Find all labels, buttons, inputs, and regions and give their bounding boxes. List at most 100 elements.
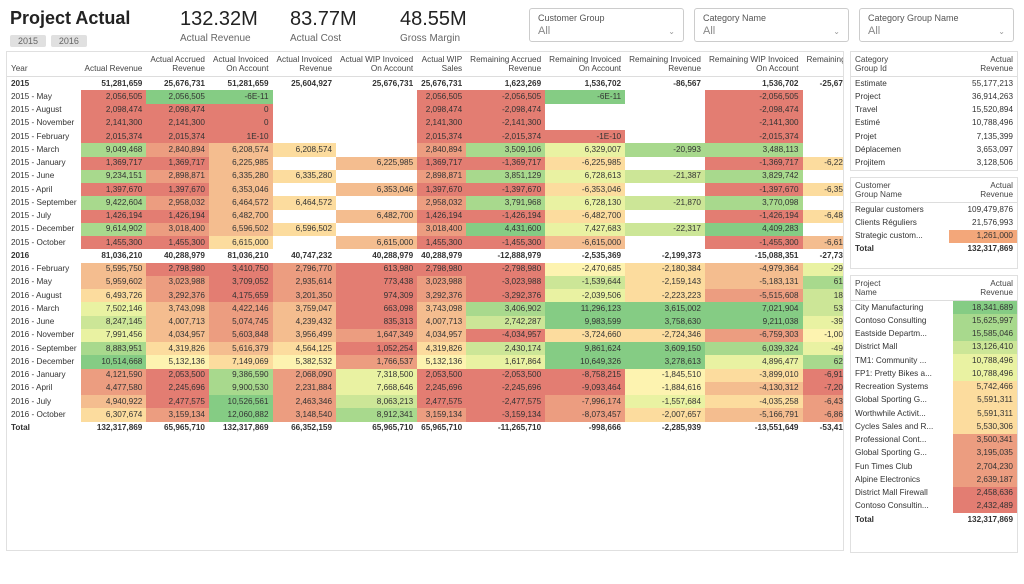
- matrix-col-header[interactable]: Remaining InvoicedOn Account: [545, 52, 625, 77]
- matrix-row[interactable]: 2015 - August2,098,4742,098,47402,098,47…: [7, 104, 844, 117]
- side-row[interactable]: Recreation Systems5,742,466: [851, 381, 1017, 394]
- side-col-header[interactable]: ActualRevenue: [934, 52, 1017, 77]
- side-row[interactable]: Fun Times Club2,704,230: [851, 460, 1017, 473]
- panel-project-name[interactable]: ProjectNameActualRevenueCity Manufacturi…: [850, 275, 1018, 553]
- matrix-visual[interactable]: YearActual RevenueActual AccruedRevenueA…: [6, 51, 844, 551]
- matrix-row[interactable]: 2015 - January1,369,7171,369,7176,225,98…: [7, 157, 844, 170]
- matrix-row[interactable]: 201551,281,65925,676,73151,281,65925,604…: [7, 77, 844, 91]
- side-row[interactable]: Global Sporting G...3,195,035: [851, 447, 1017, 460]
- slicer-category-group[interactable]: Category Group Name All⌄: [859, 8, 1014, 42]
- kpi-label: Actual Cost: [290, 33, 380, 44]
- pill-2015[interactable]: 2015: [10, 35, 46, 47]
- kpi-label: Gross Margin: [400, 33, 490, 44]
- matrix-col-header[interactable]: Actual Revenue: [81, 52, 147, 77]
- side-row[interactable]: Projitem3,128,506: [851, 157, 1017, 170]
- matrix-col-header[interactable]: Remaining InvoicedRevenue: [625, 52, 705, 77]
- slicer-title: Customer Group: [538, 13, 675, 23]
- side-row[interactable]: City Manufacturing18,341,689: [851, 301, 1017, 315]
- side-col-header[interactable]: CategoryGroup Id: [851, 52, 934, 77]
- matrix-col-header[interactable]: Actual WIP InvoicedOn Account: [336, 52, 417, 77]
- slicer-title: Category Name: [703, 13, 840, 23]
- matrix-table: YearActual RevenueActual AccruedRevenueA…: [7, 52, 844, 435]
- chevron-down-icon: ⌄: [998, 27, 1005, 36]
- matrix-row[interactable]: 2015 - February2,015,3742,015,3741E-102,…: [7, 130, 844, 143]
- matrix-row[interactable]: 2016 - October6,307,6743,159,13412,060,8…: [7, 408, 844, 421]
- side-row[interactable]: TM1: Community ...10,788,496: [851, 354, 1017, 367]
- matrix-col-header[interactable]: Remaining AccruedRevenue: [466, 52, 545, 77]
- side-row[interactable]: Strategic custom...1,261,000: [851, 230, 1017, 243]
- matrix-row[interactable]: 2015 - December9,614,9023,018,4006,596,5…: [7, 223, 844, 236]
- side-row[interactable]: District Mall13,126,410: [851, 341, 1017, 354]
- side-row[interactable]: District Mall Firewall2,458,636: [851, 487, 1017, 500]
- side-col-header[interactable]: ActualRevenue: [949, 178, 1017, 203]
- matrix-col-header[interactable]: Actual WIPSales: [417, 52, 466, 77]
- side-row[interactable]: Alpine Electronics2,639,187: [851, 473, 1017, 486]
- matrix-row[interactable]: Total132,317,86965,965,710132,317,86966,…: [7, 422, 844, 435]
- matrix-row[interactable]: 2015 - September9,422,6042,958,0326,464,…: [7, 196, 844, 209]
- slicer-category-name[interactable]: Category Name All⌄: [694, 8, 849, 42]
- matrix-row[interactable]: 2015 - May2,056,5052,056,505-6E-112,056,…: [7, 90, 844, 103]
- slicer-value: All⌄: [538, 25, 675, 37]
- pill-2016[interactable]: 2016: [51, 35, 87, 47]
- slicer-customer-group[interactable]: Customer Group All⌄: [529, 8, 684, 42]
- side-row[interactable]: Project36,914,263: [851, 90, 1017, 103]
- side-row[interactable]: Déplacemen3,653,097: [851, 143, 1017, 156]
- kpi-value: 132.32M: [180, 8, 270, 31]
- matrix-row[interactable]: 2015 - October1,455,3001,455,3006,615,00…: [7, 236, 844, 249]
- matrix-row[interactable]: 2016 - August6,493,7263,292,3764,175,659…: [7, 289, 844, 302]
- matrix-row[interactable]: 201681,036,21040,288,97981,036,21040,747…: [7, 249, 844, 262]
- matrix-row[interactable]: 2016 - July4,940,9222,477,57510,526,5612…: [7, 395, 844, 408]
- kpi-gross-margin: 48.55M Gross Margin: [400, 8, 490, 44]
- title-block: Project Actual 2015 2016: [10, 8, 160, 47]
- side-row[interactable]: Eastside Departm...15,585,046: [851, 328, 1017, 341]
- side-row[interactable]: Estimate55,177,213: [851, 77, 1017, 91]
- matrix-row[interactable]: 2016 - February5,595,7502,798,9803,410,7…: [7, 263, 844, 276]
- matrix-row[interactable]: 2015 - March9,049,4682,840,8946,208,5746…: [7, 143, 844, 156]
- side-row[interactable]: Clients Réguliers21,576,993: [851, 216, 1017, 229]
- matrix-row[interactable]: 2016 - March7,502,1463,743,0984,422,1463…: [7, 302, 844, 315]
- matrix-col-header[interactable]: Actual InvoicedOn Account: [209, 52, 273, 77]
- kpi-actual-revenue: 132.32M Actual Revenue: [180, 8, 270, 44]
- report-header: Project Actual 2015 2016 132.32M Actual …: [0, 0, 1024, 51]
- kpi-value: 48.55M: [400, 8, 490, 31]
- side-row[interactable]: Estimé10,788,496: [851, 117, 1017, 130]
- side-col-header[interactable]: ActualRevenue: [953, 276, 1017, 301]
- matrix-row[interactable]: 2016 - December10,514,6685,132,1367,149,…: [7, 355, 844, 368]
- matrix-row[interactable]: 2016 - January4,121,5902,053,5009,386,59…: [7, 369, 844, 382]
- chevron-down-icon: ⌄: [668, 27, 675, 36]
- side-row[interactable]: Regular customers109,479,876: [851, 203, 1017, 217]
- matrix-col-header[interactable]: Actual AccruedRevenue: [146, 52, 209, 77]
- matrix-row[interactable]: 2015 - June9,234,1512,898,8716,335,2806,…: [7, 170, 844, 183]
- matrix-col-header[interactable]: Year: [7, 52, 81, 77]
- matrix-col-header[interactable]: Actual InvoicedRevenue: [273, 52, 337, 77]
- kpi-value: 83.77M: [290, 8, 380, 31]
- side-row[interactable]: Worthwhile Activit...5,591,311: [851, 407, 1017, 420]
- side-row[interactable]: Cycles Sales and R...5,530,306: [851, 420, 1017, 433]
- matrix-col-header[interactable]: Remaining WIPSales: [803, 52, 845, 77]
- kpi-label: Actual Revenue: [180, 33, 270, 44]
- matrix-row[interactable]: 2015 - July1,426,1941,426,1946,482,7006,…: [7, 210, 844, 223]
- side-row[interactable]: Global Sporting G...5,591,311: [851, 394, 1017, 407]
- side-col-header[interactable]: CustomerGroup Name: [851, 178, 949, 203]
- side-row[interactable]: Professional Cont...3,500,341: [851, 434, 1017, 447]
- matrix-row[interactable]: 2015 - April1,397,6701,397,6706,353,0466…: [7, 183, 844, 196]
- panel-category-group[interactable]: CategoryGroup IdActualRevenueEstimate55,…: [850, 51, 1018, 171]
- matrix-col-header[interactable]: Remaining WIP InvoicedOn Account: [705, 52, 803, 77]
- matrix-row[interactable]: 2015 - November2,141,3002,141,30002,141,…: [7, 117, 844, 130]
- side-row[interactable]: Contoso Consulting15,625,997: [851, 314, 1017, 327]
- chevron-down-icon: ⌄: [833, 27, 840, 36]
- panel-customer-group[interactable]: CustomerGroup NameActualRevenueRegular c…: [850, 177, 1018, 269]
- side-row[interactable]: Projet7,135,399: [851, 130, 1017, 143]
- side-col-header[interactable]: ProjectName: [851, 276, 953, 301]
- side-row[interactable]: Contoso Consultin...2,432,489: [851, 500, 1017, 513]
- slicers: Customer Group All⌄ Category Name All⌄ C…: [529, 8, 1014, 42]
- kpi-actual-cost: 83.77M Actual Cost: [290, 8, 380, 44]
- matrix-row[interactable]: 2016 - June8,247,1454,007,7135,074,7454,…: [7, 316, 844, 329]
- side-row[interactable]: FP1: Pretty Bikes a...10,788,496: [851, 367, 1017, 380]
- matrix-row[interactable]: 2016 - May5,959,6023,023,9883,709,0522,9…: [7, 276, 844, 289]
- matrix-row[interactable]: 2016 - April4,477,5802,245,6969,900,5302…: [7, 382, 844, 395]
- matrix-row[interactable]: 2016 - September8,883,9514,319,8265,616,…: [7, 342, 844, 355]
- side-row[interactable]: Travel15,520,894: [851, 104, 1017, 117]
- slicer-title: Category Group Name: [868, 13, 1005, 23]
- matrix-row[interactable]: 2016 - November7,991,4564,034,9575,603,8…: [7, 329, 844, 342]
